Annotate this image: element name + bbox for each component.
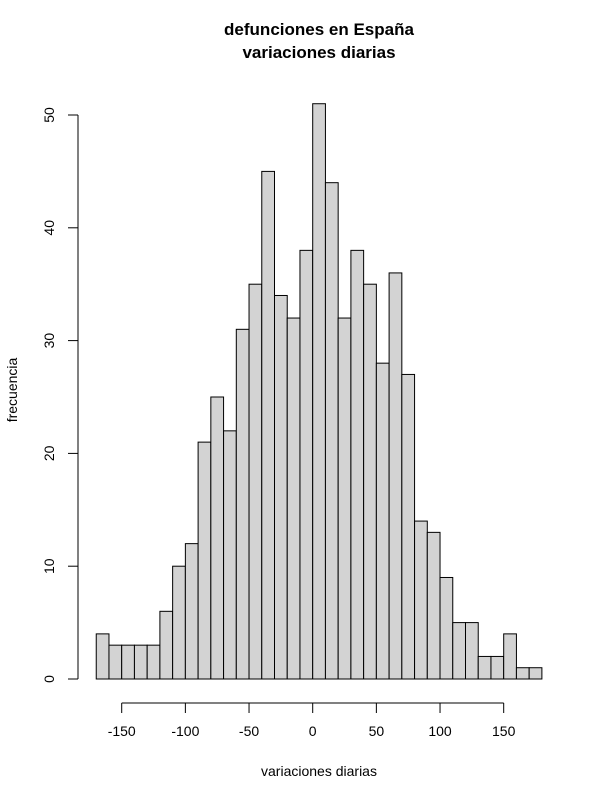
x-tick-label: 50	[369, 723, 385, 739]
histogram-bar	[452, 622, 466, 680]
histogram-bar	[184, 543, 199, 680]
histogram-bar	[286, 317, 301, 680]
x-axis-label: variaciones diarias	[261, 763, 377, 779]
chart-title: defunciones en España	[224, 20, 414, 39]
histogram-bar	[388, 272, 403, 680]
y-axis: 0 10 20 30 40 50	[41, 107, 79, 683]
histogram-bar	[401, 373, 416, 680]
x-tick-label: 150	[492, 723, 516, 739]
y-tick-label: 10	[41, 558, 57, 574]
y-tick-label: 40	[41, 220, 57, 236]
histogram-bar	[439, 576, 454, 680]
histogram-bar	[490, 655, 505, 680]
histogram-bar	[223, 430, 237, 680]
x-tick-label: -50	[239, 723, 259, 739]
histogram-bar	[375, 362, 390, 680]
x-tick-label: -100	[171, 723, 199, 739]
histogram-bar	[515, 667, 530, 680]
bars	[95, 103, 543, 680]
histogram-bar	[248, 283, 263, 680]
x-tick-label: 0	[309, 723, 317, 739]
histogram-bar	[146, 644, 161, 680]
histogram-bar	[528, 667, 543, 680]
histogram-bar	[350, 249, 365, 680]
histogram-bar	[108, 644, 123, 680]
y-tick-label: 50	[41, 107, 57, 123]
histogram-bar	[261, 170, 276, 680]
x-tick-label: 100	[428, 723, 452, 739]
y-tick-label: 30	[41, 333, 57, 349]
histogram-bar	[235, 328, 250, 680]
histogram-bar	[503, 633, 517, 680]
histogram-bar	[95, 633, 110, 680]
y-tick-label: 0	[41, 675, 57, 683]
histogram-bar	[477, 655, 492, 680]
histogram-bar	[121, 644, 135, 680]
histogram-bar	[159, 610, 174, 680]
histogram-bar	[324, 182, 339, 680]
histogram-bar	[172, 565, 186, 680]
histogram-bar	[363, 283, 377, 680]
chart-subtitle: variaciones diarias	[242, 43, 395, 62]
histogram-bar	[414, 520, 428, 680]
y-tick-label: 20	[41, 445, 57, 461]
x-tick-label: -150	[108, 723, 136, 739]
x-axis: -150 -100 -50 0 50 100 150	[108, 702, 516, 739]
histogram-bar	[133, 644, 148, 680]
y-axis-label: frecuencia	[4, 357, 20, 422]
histogram-bar	[464, 622, 479, 680]
histogram-bar	[210, 396, 225, 680]
histogram-bar	[312, 103, 326, 680]
histogram-bar	[299, 249, 314, 680]
histogram-bar	[337, 317, 352, 680]
histogram-bar	[197, 441, 212, 680]
histogram-bar	[274, 294, 288, 680]
histogram-bar	[426, 531, 441, 680]
